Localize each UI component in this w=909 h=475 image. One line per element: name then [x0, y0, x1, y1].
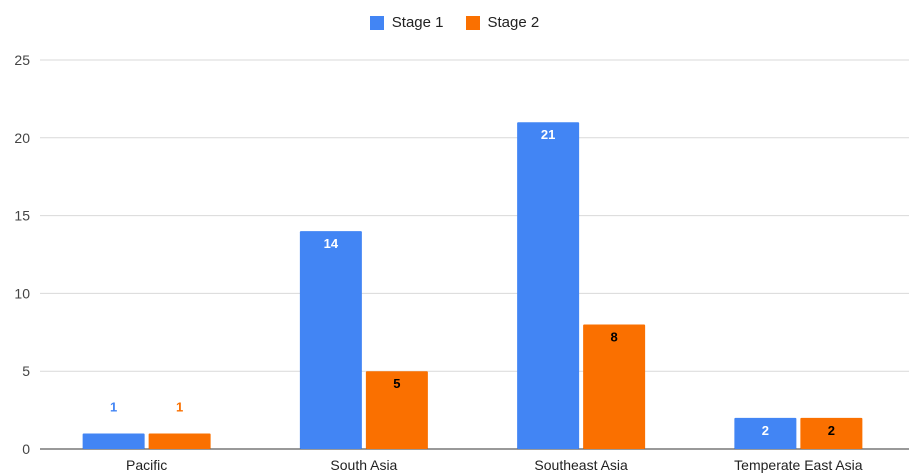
bar-stage-1-pacific — [82, 433, 145, 449]
legend-label-stage-1: Stage 1 — [391, 14, 444, 31]
y-tick-label: 10 — [14, 285, 30, 301]
x-tick-label: Southeast Asia — [534, 457, 628, 473]
y-tick-label: 15 — [14, 208, 30, 224]
legend-swatch-stage-2 — [465, 15, 480, 30]
data-label: 8 — [611, 330, 618, 345]
y-tick-label: 5 — [22, 363, 30, 379]
legend-item-stage-1[interactable]: Stage 1 — [369, 14, 444, 31]
y-tick-label: 0 — [22, 441, 30, 457]
legend-swatch-stage-1 — [369, 15, 384, 30]
y-tick-label: 25 — [14, 52, 30, 68]
bar-stage-2-pacific — [148, 433, 211, 449]
bar-stage-2-southeast-asia — [583, 324, 646, 449]
data-label: 1 — [176, 399, 183, 414]
bar-stage-2-temperate-east-asia — [800, 417, 863, 449]
data-label: 21 — [541, 127, 555, 142]
bar-stage-1-southeast-asia — [517, 122, 580, 450]
x-tick-label: Temperate East Asia — [734, 457, 863, 473]
data-label: 2 — [762, 423, 769, 438]
data-label: 14 — [324, 236, 339, 251]
legend-item-stage-2[interactable]: Stage 2 — [465, 14, 540, 31]
data-label: 1 — [110, 399, 117, 414]
x-tick-label: Pacific — [126, 457, 167, 473]
y-tick-label: 20 — [14, 130, 30, 146]
data-label: 2 — [828, 423, 835, 438]
bar-stage-2-south-asia — [365, 371, 428, 449]
data-label: 5 — [393, 376, 400, 391]
bar-stage-1-south-asia — [299, 231, 362, 449]
bar-stage-1-temperate-east-asia — [734, 417, 797, 449]
legend: Stage 1 Stage 2 — [0, 14, 909, 31]
legend-label-stage-2: Stage 2 — [487, 14, 540, 31]
x-tick-label: South Asia — [330, 457, 397, 473]
